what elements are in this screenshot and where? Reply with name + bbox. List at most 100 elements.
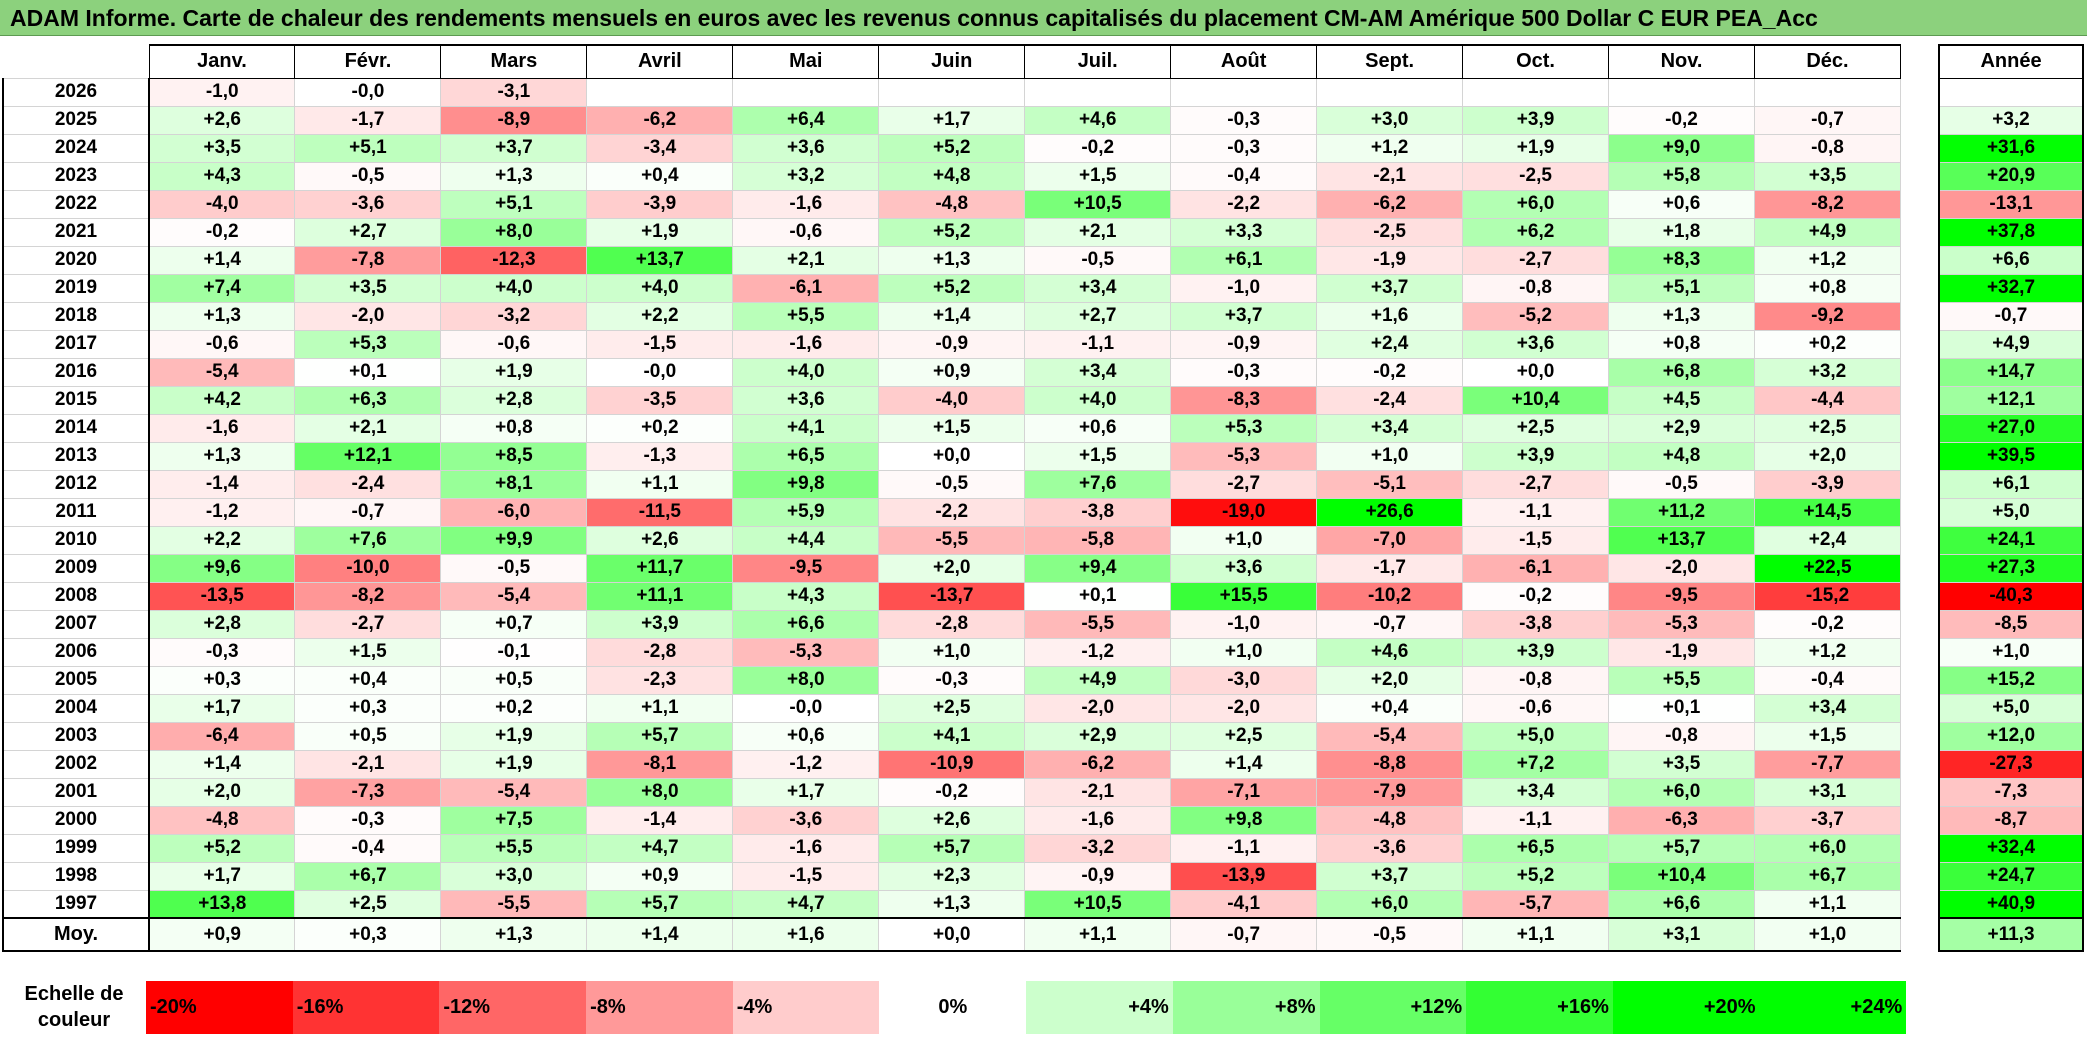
annual-row: +4,9	[1938, 329, 2084, 359]
annual-row: +40,9	[1938, 889, 2084, 919]
heat-cell: +6,2	[1462, 217, 1610, 247]
heat-cell: +3,7	[1170, 301, 1318, 331]
heat-cell: -2,4	[294, 469, 442, 499]
heat-cell: +1,9	[1462, 133, 1610, 163]
heat-cell: -0,8	[1753, 133, 1902, 163]
heat-cell: +4,5	[1608, 385, 1755, 415]
heat-cell: +0,0	[1462, 357, 1610, 387]
color-scale: -20% -16% -12% -8% -4% 0% +4% +8% +12% +16% +20% +2…	[146, 981, 1907, 1034]
heat-cell: -5,3	[732, 637, 880, 667]
average-cell: +1,1	[1462, 917, 1610, 952]
heat-cell: +3,5	[1608, 749, 1755, 779]
year-label: 2002	[2, 749, 150, 779]
heat-cell: -6,1	[1462, 553, 1610, 583]
heat-cell: +4,8	[878, 161, 1026, 191]
heat-cell: +4,3	[148, 161, 296, 191]
heat-cell: +3,6	[1170, 553, 1318, 583]
heat-cell: +4,7	[732, 889, 880, 919]
heat-cell: +3,7	[440, 133, 588, 163]
heat-cell: -10,0	[294, 553, 442, 583]
annual-cell: +5,0	[1938, 693, 2084, 723]
heat-cell: -0,2	[1024, 133, 1172, 163]
heat-cell: -4,4	[1753, 385, 1902, 415]
heat-cell: -1,1	[1024, 329, 1172, 359]
heat-cell: -0,1	[440, 637, 588, 667]
annual-cell: -8,5	[1938, 609, 2084, 639]
annual-row: -8,5	[1938, 609, 2084, 639]
heat-cell: +1,3	[148, 301, 296, 331]
heat-cell: +3,2	[1753, 357, 1902, 387]
heat-cell: -5,4	[148, 357, 296, 387]
annual-row: +12,1	[1938, 385, 2084, 415]
heat-cell: -0,2	[1316, 357, 1464, 387]
heat-cell: -8,1	[586, 749, 734, 779]
average-cell: +3,1	[1608, 917, 1755, 952]
annual-row: +31,6	[1938, 133, 2084, 163]
heat-cell: -5,4	[440, 581, 588, 611]
year-label: 2017	[2, 329, 150, 359]
heat-cell: +0,2	[586, 413, 734, 443]
heat-cell: +2,0	[1753, 441, 1902, 471]
heat-cell: -2,2	[1170, 189, 1318, 219]
year-row: 2006 -0,3 +1,5 -0,1 -2,8 -5,3 +1,0 -1,2 +1,0 +4,6…	[2, 637, 1902, 667]
heat-cell: -2,0	[1608, 553, 1755, 583]
year-label: 2018	[2, 301, 150, 331]
heat-cell: +4,9	[1024, 665, 1172, 695]
heat-cell: +9,6	[148, 553, 296, 583]
heat-cell	[1608, 77, 1755, 107]
heat-cell: +0,8	[1608, 329, 1755, 359]
heat-cell: -7,9	[1316, 777, 1464, 807]
heat-cell	[586, 77, 734, 107]
annual-cell: +40,9	[1938, 889, 2084, 919]
heat-cell: -6,4	[148, 721, 296, 751]
average-cell: +1,0	[1753, 917, 1902, 952]
heat-cell: +11,7	[586, 553, 734, 583]
heat-cell: +1,4	[148, 245, 296, 275]
heat-cell: +5,5	[440, 833, 588, 863]
heat-cell: +1,7	[148, 861, 296, 891]
heat-cell: +0,1	[1608, 693, 1755, 723]
heat-cell: +2,9	[1608, 413, 1755, 443]
heat-cell: +6,8	[1608, 357, 1755, 387]
heat-cell: +1,1	[1753, 889, 1902, 919]
year-label: 2000	[2, 805, 150, 835]
heat-cell: +1,4	[878, 301, 1026, 331]
annual-cell: +4,9	[1938, 329, 2084, 359]
color-scale-stop: -8%	[586, 981, 733, 1034]
heat-cell: -5,3	[1170, 441, 1318, 471]
heat-cell: +1,5	[1024, 161, 1172, 191]
heat-cell: +7,6	[294, 525, 442, 555]
heat-cell: -0,0	[732, 693, 880, 723]
heat-cell: -4,0	[878, 385, 1026, 415]
heat-cell: +9,0	[1608, 133, 1755, 163]
annual-cell: -13,1	[1938, 189, 2084, 219]
heat-cell: -0,2	[878, 777, 1026, 807]
heat-cell: -0,6	[732, 217, 880, 247]
heat-cell: -0,2	[1753, 609, 1902, 639]
heat-cell: +8,0	[440, 217, 588, 247]
heat-cell: -5,4	[1316, 721, 1464, 751]
heat-cell: -0,7	[294, 497, 442, 527]
heat-cell: +0,5	[294, 721, 442, 751]
year-label: 2019	[2, 273, 150, 303]
heat-cell: -13,9	[1170, 861, 1318, 891]
annual-row: +37,8	[1938, 217, 2084, 247]
heat-cell: +1,2	[1753, 637, 1902, 667]
month-header: Déc.	[1753, 44, 1902, 79]
heat-cell: -0,9	[1024, 861, 1172, 891]
heat-cell: +14,5	[1753, 497, 1902, 527]
heat-cell: +1,0	[1170, 525, 1318, 555]
heat-cell: +0,4	[1316, 693, 1464, 723]
heat-cell: -11,5	[586, 497, 734, 527]
heat-cell: +1,9	[440, 357, 588, 387]
heat-cell: +3,2	[732, 161, 880, 191]
heat-cell: +4,0	[732, 357, 880, 387]
year-label: 2025	[2, 105, 150, 135]
heat-cell: +2,3	[878, 861, 1026, 891]
heat-cell: +0,6	[1024, 413, 1172, 443]
heat-cell: -0,4	[1753, 665, 1902, 695]
annual-cell: +3,2	[1938, 105, 2084, 135]
heat-cell: +9,4	[1024, 553, 1172, 583]
heat-cell: -3,9	[1753, 469, 1902, 499]
heat-cell: +1,5	[1024, 441, 1172, 471]
